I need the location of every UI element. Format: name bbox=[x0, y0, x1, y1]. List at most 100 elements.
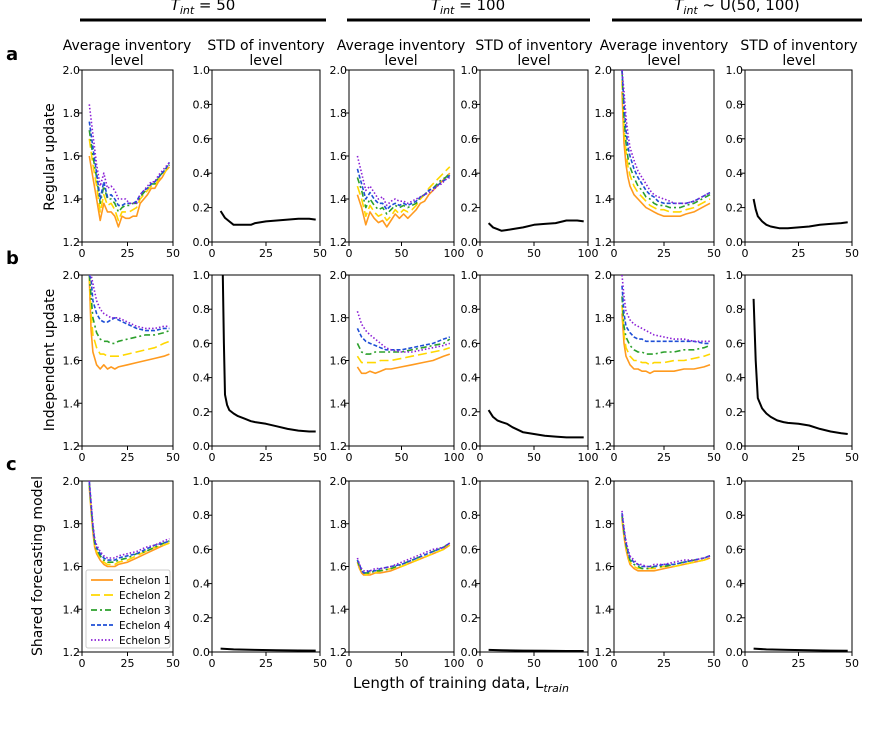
x-tick-label: 0 bbox=[742, 657, 749, 670]
y-tick-label: 2.0 bbox=[330, 64, 348, 77]
series-line-echelon-3 bbox=[88, 275, 170, 345]
x-tick-label: 50 bbox=[527, 657, 541, 670]
panel-c-50-avg: 1.2 1.4 1.6 1.8 2.0 0 25 50 bbox=[63, 475, 181, 670]
y-tick-label: 1.8 bbox=[330, 107, 348, 120]
y-tick-label: 0.2 bbox=[461, 202, 479, 215]
x-tick-label: 25 bbox=[792, 247, 806, 260]
y-tick-label: 0.0 bbox=[726, 236, 744, 249]
panel-a-100-std: 0.0 0.2 0.4 0.6 0.8 1.0 0 50 100 bbox=[461, 64, 599, 260]
column-group-1-title: Tint = 50 bbox=[171, 0, 236, 17]
row-label-a: a bbox=[6, 44, 18, 65]
column-group-3-header: Tint ~ U(50, 100) bbox=[612, 0, 862, 22]
legend-label-echelon-5: Echelon 5 bbox=[119, 635, 171, 647]
y-tick-label: 0.2 bbox=[726, 406, 744, 419]
panel-b-U-avg: 1.2 1.4 1.6 1.8 2.0 0 25 50 bbox=[595, 269, 722, 464]
x-tick-label: 0 bbox=[742, 247, 749, 260]
panel-title-avg: Average inventory bbox=[63, 38, 192, 54]
y-tick-label: 0.2 bbox=[461, 612, 479, 625]
x-tick-label: 25 bbox=[657, 247, 671, 260]
panel-a-50-std: 0.0 0.2 0.4 0.6 0.8 1.0 0 25 50 bbox=[193, 64, 328, 260]
x-tick-label: 0 bbox=[79, 451, 86, 464]
y-tick-label: 1.2 bbox=[330, 440, 348, 453]
std-line bbox=[219, 210, 316, 226]
std-line bbox=[221, 275, 316, 433]
std-line bbox=[487, 409, 584, 439]
x-axis-label: Length of training data, Ltrain bbox=[353, 674, 569, 695]
panel-grid: 1.2 1.4 1.6 1.8 2.0 0 25 50 0.0 0.2 0.4 0.6 0.8 1.0 0 2… bbox=[63, 64, 860, 670]
y-tick-label: 1.4 bbox=[63, 397, 81, 410]
y-tick-label: 0.8 bbox=[193, 303, 211, 316]
series-line-echelon-3 bbox=[621, 296, 711, 355]
y-tick-label: 0.8 bbox=[461, 303, 479, 316]
row-label-c: c bbox=[6, 454, 17, 475]
x-tick-label: 0 bbox=[611, 451, 618, 464]
panel-title-avg: Average inventory bbox=[337, 38, 466, 54]
y-tick-label: 1.2 bbox=[330, 646, 348, 659]
y-tick-label: 0.0 bbox=[726, 646, 744, 659]
panel-frame bbox=[211, 69, 321, 243]
x-tick-label: 50 bbox=[395, 247, 409, 260]
series-line-echelon-1 bbox=[621, 313, 711, 375]
x-tick-label: 50 bbox=[313, 247, 327, 260]
y-tick-label: 1.8 bbox=[595, 312, 613, 325]
y-tick-label: 1.6 bbox=[330, 355, 348, 368]
panel-frame bbox=[744, 69, 853, 243]
y-tick-label: 0.2 bbox=[726, 202, 744, 215]
panel-b-100-avg: 1.2 1.4 1.6 1.8 2.0 0 50 100 bbox=[330, 269, 465, 464]
y-tick-label: 0.2 bbox=[193, 406, 211, 419]
panel-title-std: level bbox=[249, 53, 282, 69]
legend-label-echelon-2: Echelon 2 bbox=[119, 590, 171, 602]
y-tick-label: 1.8 bbox=[595, 107, 613, 120]
legend-label-echelon-4: Echelon 4 bbox=[119, 620, 171, 632]
y-tick-label: 1.6 bbox=[63, 355, 81, 368]
series-line-echelon-4 bbox=[621, 285, 710, 345]
y-tick-label: 0.0 bbox=[193, 440, 211, 453]
x-tick-label: 0 bbox=[346, 451, 353, 464]
y-tick-label: 0.4 bbox=[726, 167, 744, 180]
y-tick-label: 0.8 bbox=[193, 98, 211, 111]
panel-frame bbox=[744, 274, 853, 447]
series-line-echelon-4 bbox=[88, 481, 170, 561]
x-tick-label: 25 bbox=[259, 657, 273, 670]
series-line-echelon-3 bbox=[88, 483, 170, 564]
x-tick-label: 25 bbox=[121, 657, 135, 670]
x-tick-label: 0 bbox=[346, 657, 353, 670]
panel-frame bbox=[479, 69, 589, 243]
series-line-echelon-1 bbox=[88, 155, 171, 228]
y-tick-label: 0.4 bbox=[193, 578, 211, 591]
x-tick-label: 50 bbox=[527, 451, 541, 464]
series-line-echelon-5 bbox=[89, 275, 170, 330]
x-tick-label: 50 bbox=[313, 657, 327, 670]
series-line-echelon-4 bbox=[621, 513, 711, 568]
panel-a-100-avg: 1.2 1.4 1.6 1.8 2.0 0 50 100 bbox=[330, 64, 465, 260]
y-tick-label: 0.6 bbox=[461, 133, 479, 146]
y-tick-label: 1.0 bbox=[726, 64, 744, 77]
y-tick-label: 0.4 bbox=[461, 578, 479, 591]
y-tick-label: 0.4 bbox=[193, 372, 211, 385]
x-tick-label: 0 bbox=[611, 657, 618, 670]
series-line-echelon-2 bbox=[356, 166, 451, 222]
column-group-3-title: Tint ~ U(50, 100) bbox=[674, 0, 800, 17]
series-line-echelon-1 bbox=[356, 353, 451, 375]
x-tick-label: 25 bbox=[259, 247, 273, 260]
y-tick-label: 0.4 bbox=[461, 167, 479, 180]
row-title-shared-forecasting-model: Shared forecasting model bbox=[30, 476, 46, 656]
series-line-echelon-2 bbox=[88, 138, 171, 222]
y-tick-label: 1.6 bbox=[330, 150, 348, 163]
series-line-echelon-4 bbox=[621, 70, 711, 205]
y-tick-label: 1.0 bbox=[193, 269, 211, 282]
x-tick-label: 50 bbox=[707, 451, 721, 464]
y-tick-label: 2.0 bbox=[63, 475, 81, 488]
legend-box bbox=[85, 569, 171, 649]
y-tick-label: 0.6 bbox=[193, 133, 211, 146]
x-tick-label: 50 bbox=[845, 247, 859, 260]
panel-frame bbox=[81, 69, 174, 243]
y-tick-label: 1.2 bbox=[595, 646, 613, 659]
y-tick-label: 1.0 bbox=[193, 64, 211, 77]
panel-b-U-std: 0.0 0.2 0.4 0.6 0.8 1.0 0 25 50 bbox=[726, 269, 860, 464]
y-tick-label: 1.8 bbox=[63, 518, 81, 531]
row-label-b: b bbox=[6, 248, 19, 269]
x-tick-label: 50 bbox=[395, 451, 409, 464]
row-title-independent-update: Independent update bbox=[42, 289, 58, 432]
